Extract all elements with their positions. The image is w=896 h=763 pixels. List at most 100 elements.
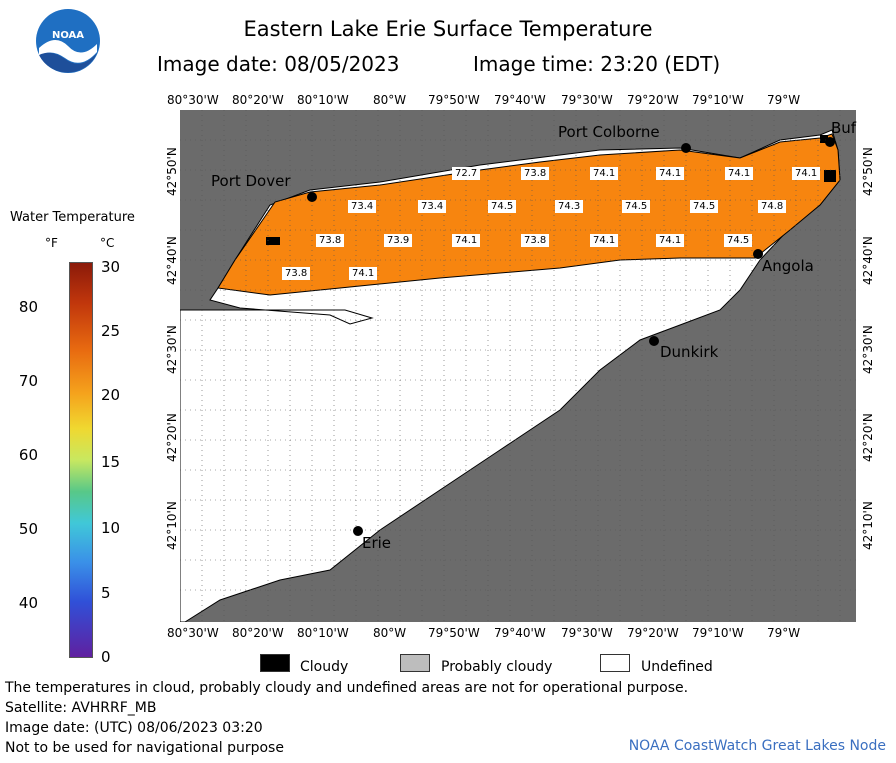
lat-label-right: 42°50'N [861,147,875,196]
temperature-value: 72.7 [452,167,481,180]
c-label: 15 [101,453,121,471]
temperature-value: 74.1 [656,167,685,180]
cloudy-patch [820,135,828,143]
lon-label-top: 80°20'W [232,93,284,107]
temperature-value: 74.5 [724,234,753,247]
city-label-port-colborne: Port Colborne [558,123,660,141]
utc-date-text: Image date: (UTC) 08/06/2023 03:20 [5,720,263,736]
temperature-value: 73.9 [384,234,413,247]
map-svg [179,110,856,623]
temperature-value: 74.1 [792,167,821,180]
f-label: 50 [18,520,38,538]
lon-label-top: 80°W [373,93,407,107]
temperature-value: 73.8 [316,234,345,247]
map-title: Eastern Lake Erie Surface Temperature [243,17,653,41]
city-label-buffalo: Buf [831,119,857,137]
noaa-logo: NOAA [35,8,101,74]
c-label: 30 [101,258,121,276]
temperature-value: 73.4 [418,200,447,213]
c-label: 10 [101,519,121,537]
cloudy-patch [824,170,836,182]
temperature-value: 74.5 [488,200,517,213]
c-label: 20 [101,386,121,404]
cloudy-label: Cloudy [300,659,349,675]
lon-label-bottom: 80°20'W [232,626,284,640]
lon-label-top: 79°40'W [494,93,546,107]
lon-label-top: 79°10'W [692,93,744,107]
cloudy-swatch [260,654,290,672]
temperature-colorbar [69,262,93,658]
temperature-value: 74.1 [349,267,378,280]
probably-cloudy-label: Probably cloudy [441,659,553,675]
lat-label-right: 42°30'N [861,325,875,374]
temperature-value: 74.5 [690,200,719,213]
lat-label-right: 42°40'N [861,236,875,285]
lon-label-bottom: 80°10'W [297,626,349,640]
satellite-text: Satellite: AVHRRF_MB [5,700,157,716]
c-label: 5 [101,584,111,602]
temperature-value: 73.8 [521,234,550,247]
temperature-value: 74.1 [656,234,685,247]
city-label-erie: Erie [362,534,392,552]
lon-label-top: 79°50'W [428,93,480,107]
lat-label-right: 42°20'N [861,413,875,462]
city-marker [825,137,835,147]
lon-label-top: 79°30'W [561,93,613,107]
lat-label-left: 42°30'N [165,325,179,374]
f-label: 40 [18,594,38,612]
lat-label-left: 42°50'N [165,147,179,196]
city-marker [353,526,363,536]
city-label-dunkirk: Dunkirk [660,343,719,361]
lat-label-left: 42°40'N [165,236,179,285]
temperature-value: 74.1 [590,234,619,247]
lon-label-bottom: 79°50'W [428,626,480,640]
city-marker [649,336,659,346]
undefined-label: Undefined [641,659,713,675]
f-label: 70 [18,372,38,390]
city-marker [681,143,691,153]
temperature-value: 74.1 [590,167,619,180]
credit-text: NOAA CoastWatch Great Lakes Node [628,738,886,754]
lon-label-top: 79°W [767,93,801,107]
lat-label-right: 42°10'N [861,501,875,550]
temperature-value: 74.5 [622,200,651,213]
city-marker [753,249,763,259]
lon-label-top: 80°10'W [297,93,349,107]
f-label: 60 [18,446,38,464]
temperature-value: 73.8 [521,167,550,180]
lon-label-bottom: 80°W [373,626,407,640]
temperature-value: 74.3 [555,200,584,213]
unit-celsius: °C [100,236,115,250]
cloudy-patch [266,237,280,245]
unit-fahrenheit: °F [45,236,58,250]
probably-cloudy-swatch [400,654,430,672]
temperature-value: 74.1 [452,234,481,247]
disclaimer-text: The temperatures in cloud, probably clou… [5,680,689,696]
lat-label-left: 42°20'N [165,413,179,462]
lon-label-top: 80°30'W [167,93,219,107]
city-marker [307,192,317,202]
lon-label-top: 79°20'W [627,93,679,107]
lon-label-bottom: 79°20'W [627,626,679,640]
lon-label-bottom: 79°40'W [494,626,546,640]
lon-label-bottom: 79°30'W [561,626,613,640]
lake-erie-map [179,110,856,623]
lon-label-bottom: 79°W [767,626,801,640]
lat-label-left: 42°10'N [165,501,179,550]
temperature-value: 74.1 [725,167,754,180]
lon-label-bottom: 80°30'W [167,626,219,640]
map-grid [180,110,856,622]
logo-text: NOAA [52,30,84,41]
legend-title: Water Temperature [10,210,135,225]
temperature-value: 74.8 [758,200,787,213]
undefined-swatch [600,654,630,672]
city-label-port-dover: Port Dover [211,172,291,190]
navigation-warning: Not to be used for navigational purpose [5,740,284,756]
temperature-value: 73.4 [348,200,377,213]
city-label-angola: Angola [762,257,814,275]
c-label: 0 [101,648,111,666]
lon-label-bottom: 79°10'W [692,626,744,640]
c-label: 25 [101,322,121,340]
temperature-value: 73.8 [282,267,311,280]
image-time: Image time: 23:20 (EDT) [473,52,721,76]
